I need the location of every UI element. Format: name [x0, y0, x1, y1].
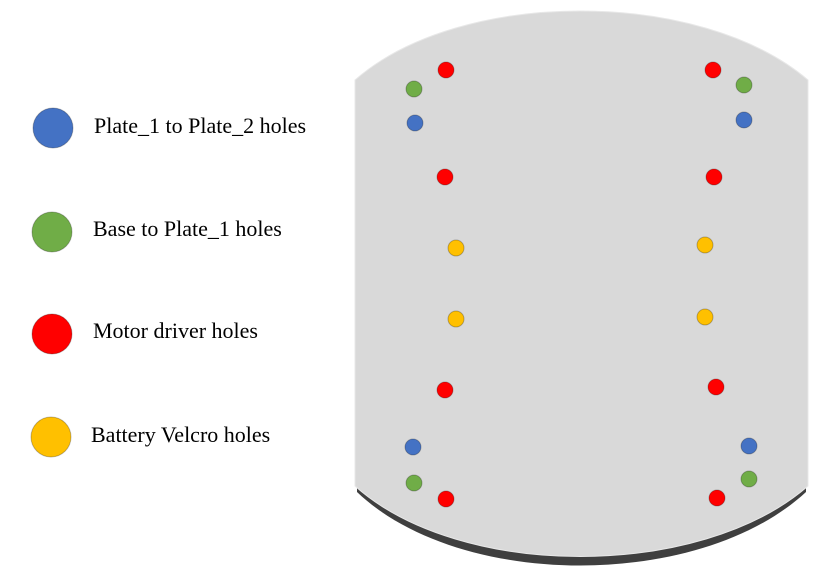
battery-velcro-hole: [447, 310, 465, 328]
motor-driver-hole: [437, 490, 455, 508]
motor-driver-hole: [704, 61, 722, 79]
legend-label-base-to-plate1: Base to Plate_1 holes: [93, 216, 282, 241]
legend-swatch-motor-driver: [31, 313, 73, 355]
motor-driver-hole: [705, 168, 723, 186]
base-to-plate1-hole: [405, 474, 423, 492]
legend-label-battery-velcro: Battery Velcro holes: [91, 422, 270, 447]
base-to-plate1-hole: [740, 470, 758, 488]
motor-driver-hole: [437, 61, 455, 79]
legend-label-plate1-to-plate2: Plate_1 to Plate_2 holes: [94, 113, 306, 138]
plate1-to-plate2-hole: [740, 437, 758, 455]
battery-velcro-hole: [696, 308, 714, 326]
plate1-to-plate2-hole: [735, 111, 753, 129]
legend-label-motor-driver: Motor driver holes: [93, 318, 258, 343]
legend-swatch-base-to-plate1: [31, 211, 73, 253]
plate-body: [354, 10, 809, 557]
battery-velcro-hole: [696, 236, 714, 254]
base-to-plate1-hole: [735, 76, 753, 94]
plate1-to-plate2-hole: [406, 114, 424, 132]
motor-driver-hole: [436, 168, 454, 186]
motor-driver-hole: [708, 489, 726, 507]
motor-driver-hole: [436, 381, 454, 399]
holes-group: [404, 61, 758, 508]
legend: Plate_1 to Plate_2 holes Base to Plate_1…: [30, 107, 306, 458]
legend-swatch-battery-velcro: [30, 416, 72, 458]
plate1-to-plate2-hole: [404, 438, 422, 456]
motor-driver-hole: [707, 378, 725, 396]
battery-velcro-hole: [447, 239, 465, 257]
legend-swatch-plate1-to-plate2: [32, 107, 74, 149]
base-to-plate1-hole: [405, 80, 423, 98]
